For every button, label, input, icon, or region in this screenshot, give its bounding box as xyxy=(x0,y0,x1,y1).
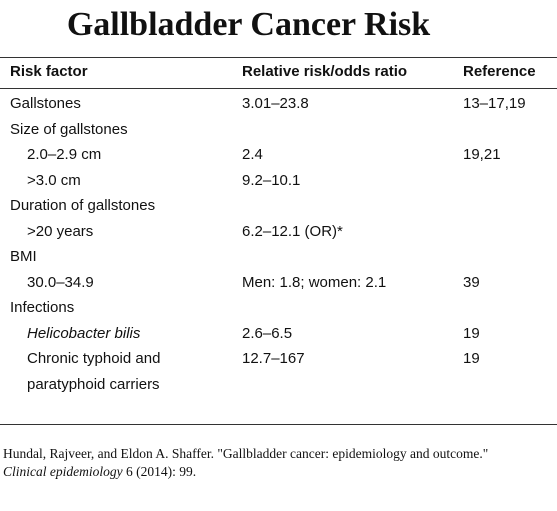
sub-row: Chronic typhoid and paratyphoid carriers… xyxy=(0,346,557,399)
relative-risk: 9.2–10.1 xyxy=(242,171,301,189)
sub-row: >3.0 cm 9.2–10.1 xyxy=(0,168,557,194)
sub-row: 2.0–2.9 cm 2.4 19,21 xyxy=(0,142,557,168)
risk-factor: Size of gallstones xyxy=(10,120,128,138)
relative-risk: 2.6–6.5 xyxy=(242,324,293,342)
risk-factor: Helicobacter bilis xyxy=(27,324,141,342)
relative-risk xyxy=(242,193,463,219)
row: Infections xyxy=(0,295,557,321)
reference xyxy=(463,117,557,143)
reference xyxy=(463,168,557,194)
risk-factor: 30.0–34.9 xyxy=(27,273,94,291)
risk-table: Risk factor Relative risk/odds ratio Ref… xyxy=(0,58,557,399)
relative-risk xyxy=(242,244,463,270)
risk-factor: >3.0 cm xyxy=(27,171,81,189)
reference xyxy=(463,295,557,321)
citation-text: Hundal, Rajveer, and Eldon A. Shaffer. "… xyxy=(3,446,489,461)
row: Duration of gallstones xyxy=(0,193,557,219)
reference xyxy=(463,219,557,245)
risk-factor: Duration of gallstones xyxy=(10,197,156,214)
column-header: Relative risk/odds ratio xyxy=(242,63,408,80)
header-row: Risk factor Relative risk/odds ratio Ref… xyxy=(0,58,557,89)
page-title: Gallbladder Cancer Risk xyxy=(66,6,431,43)
risk-factor: Gallstones xyxy=(10,95,81,112)
reference xyxy=(463,244,557,270)
table-bottom-rule xyxy=(0,424,557,425)
citation-details: 6 (2014): 99. xyxy=(122,464,197,479)
relative-risk xyxy=(242,295,463,321)
citation-journal: Clinical epidemiology xyxy=(3,464,123,479)
citation: Hundal, Rajveer, and Eldon A. Shaffer. "… xyxy=(3,445,553,481)
reference: 39 xyxy=(463,273,480,291)
sub-row: >20 years 6.2–12.1 (OR)* xyxy=(0,219,557,245)
sub-row: 30.0–34.9 Men: 1.8; women: 2.1 39 xyxy=(0,270,557,296)
risk-factor: >20 years xyxy=(27,222,94,240)
risk-factor: 2.0–2.9 cm xyxy=(27,146,102,163)
reference: 19,21 xyxy=(463,146,501,163)
relative-risk xyxy=(242,117,463,143)
relative-risk: 2.4 xyxy=(242,146,263,163)
row: BMI xyxy=(0,244,557,270)
reference xyxy=(463,193,557,219)
relative-risk: 3.01–23.8 xyxy=(242,95,309,112)
risk-factor: Chronic typhoid and paratyphoid carriers xyxy=(27,350,161,393)
reference: 19 xyxy=(463,324,480,342)
relative-risk: 6.2–12.1 (OR)* xyxy=(242,222,343,240)
column-header: Risk factor xyxy=(10,63,88,80)
reference: 19 xyxy=(463,350,480,367)
table-head: Risk factor Relative risk/odds ratio Ref… xyxy=(0,58,557,89)
column-header: Reference xyxy=(463,63,536,80)
relative-risk: 12.7–167 xyxy=(242,350,305,367)
table-top-rule xyxy=(0,57,557,58)
risk-factor: BMI xyxy=(10,248,37,265)
risk-factor: Infections xyxy=(10,299,75,316)
sub-row: Helicobacter bilis 2.6–6.5 19 xyxy=(0,321,557,347)
reference: 13–17,19 xyxy=(463,95,526,112)
table-body: Gallstones 3.01–23.8 13–17,19 Size of galls… xyxy=(0,89,557,400)
row: Gallstones 3.01–23.8 13–17,19 xyxy=(0,89,557,117)
relative-risk: Men: 1.8; women: 2.1 xyxy=(242,273,387,291)
row: Size of gallstones xyxy=(0,117,557,143)
